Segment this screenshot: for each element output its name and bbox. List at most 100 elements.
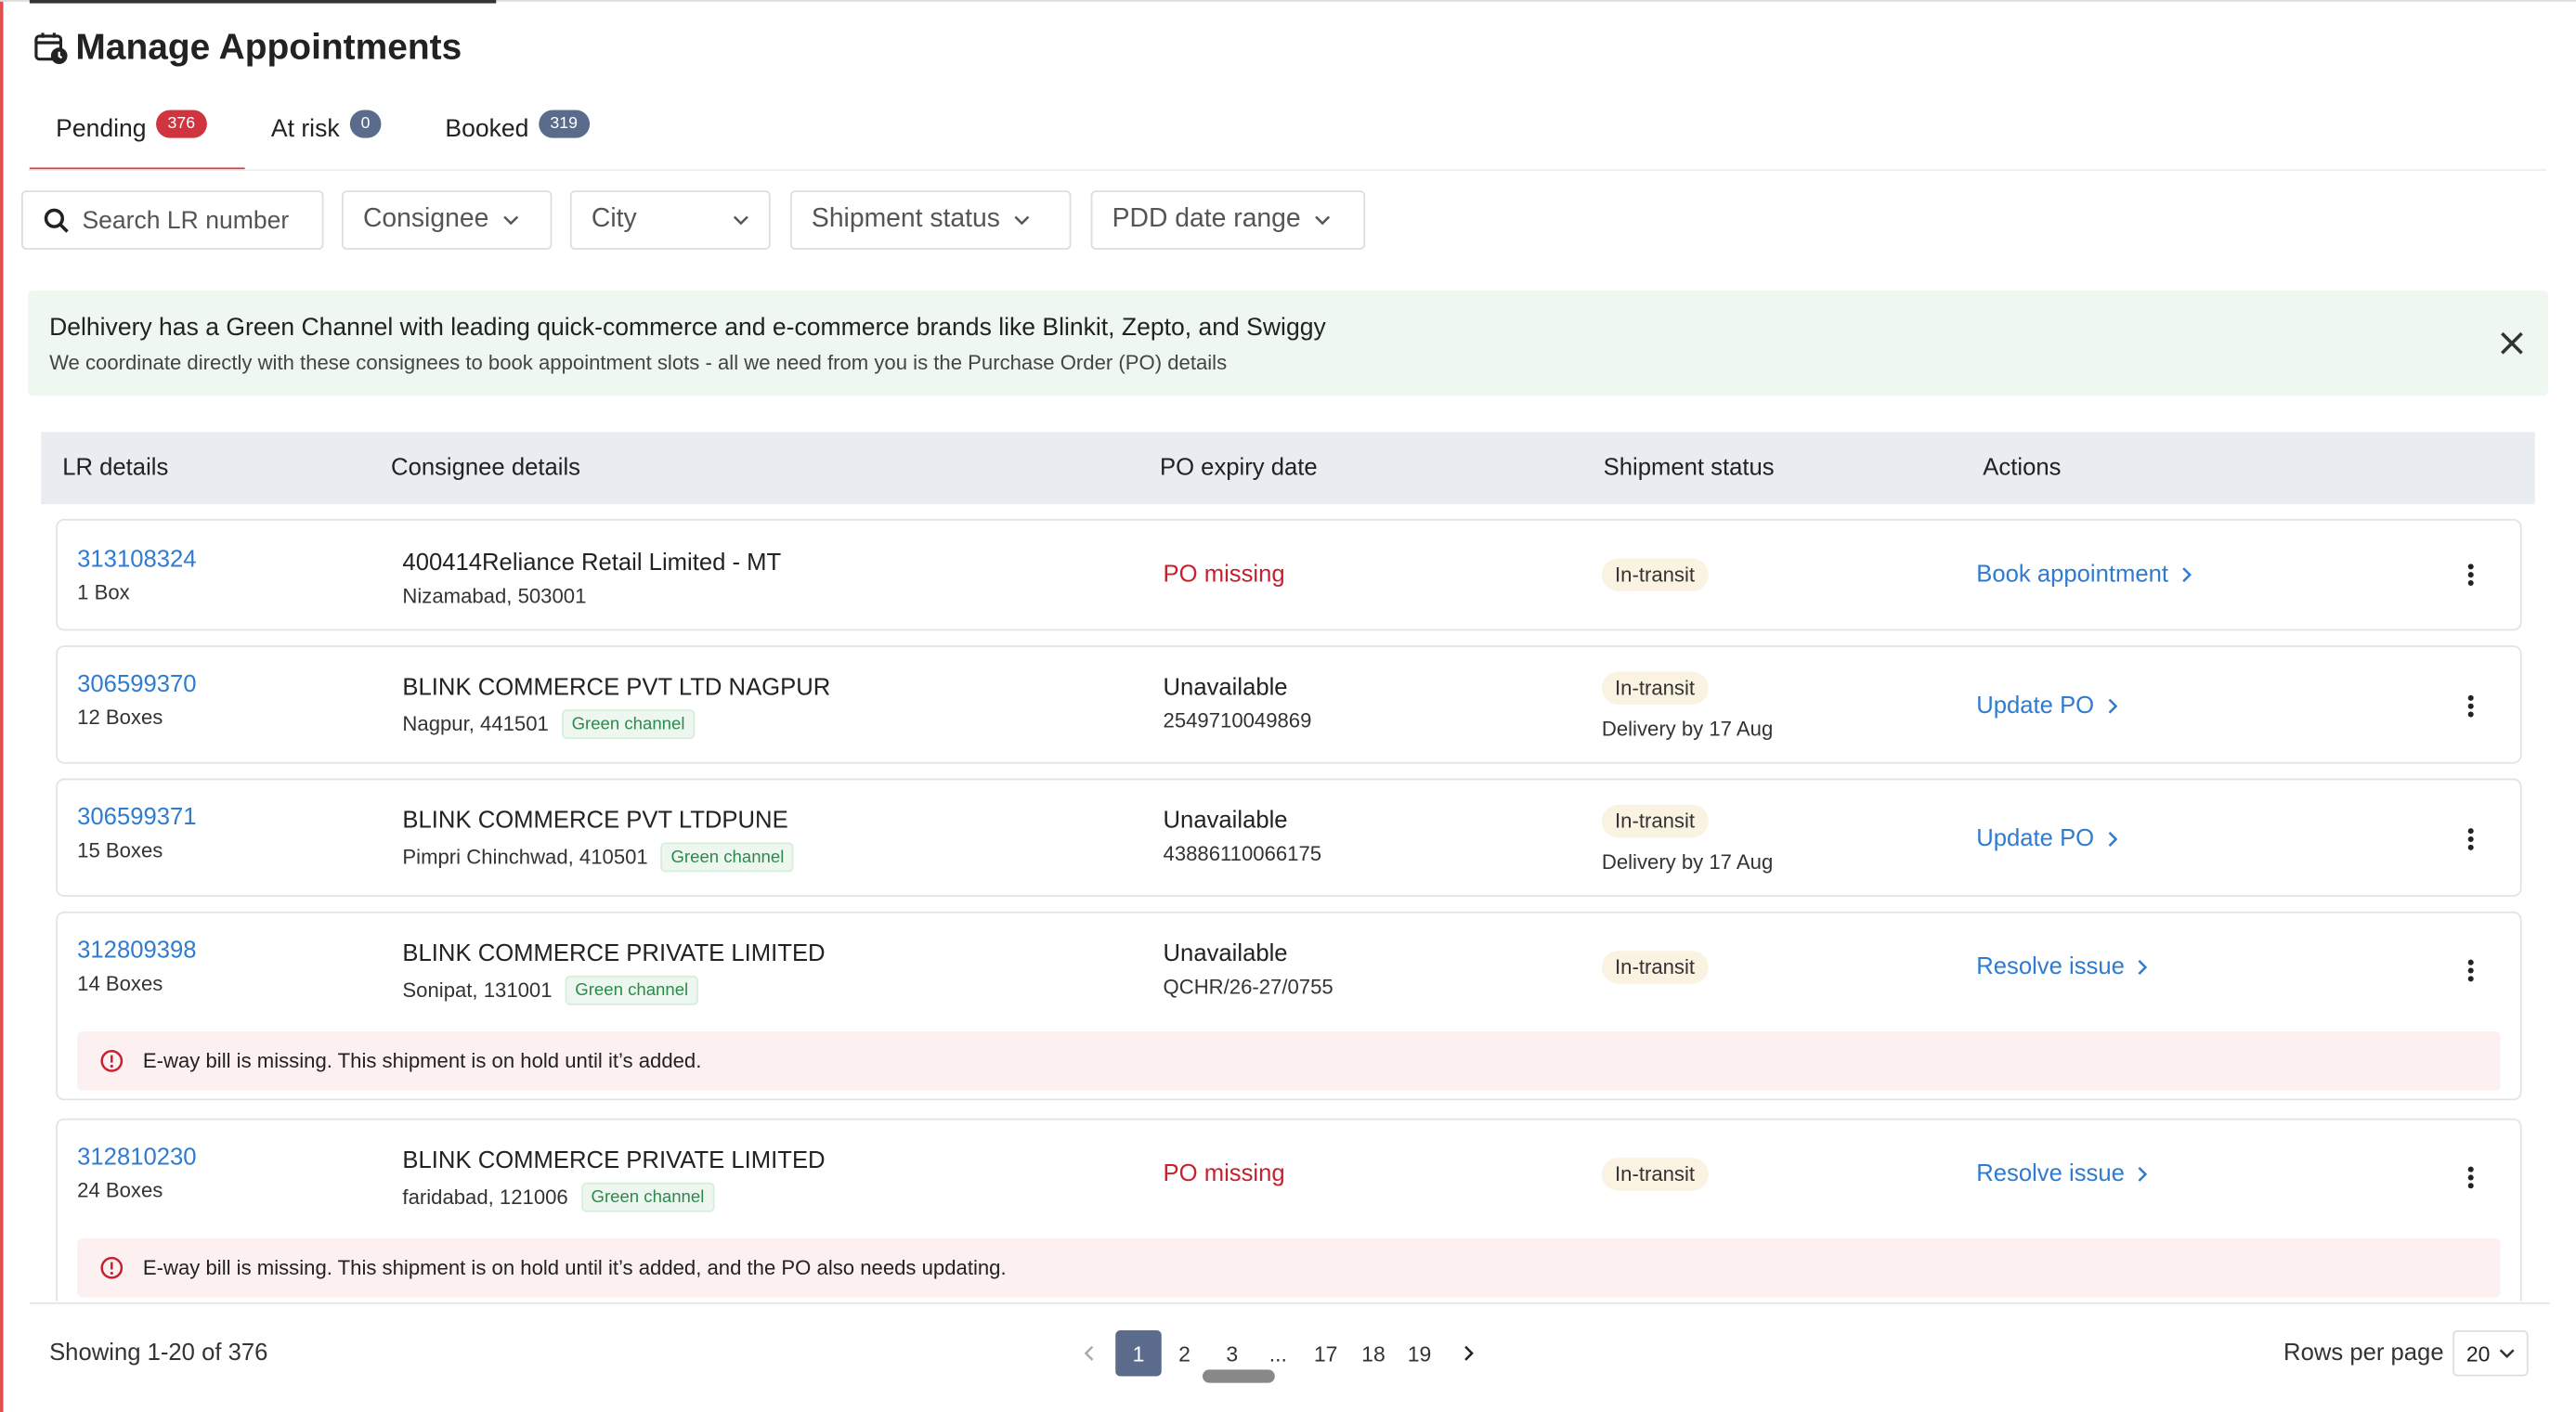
status-cell: In-transit Delivery by 17 Aug — [1601, 804, 1773, 874]
chevron-right — [1464, 1345, 1473, 1361]
alert-box: E-way bill is missing. This shipment is … — [77, 1237, 2501, 1298]
tab-label: At risk — [270, 114, 340, 143]
page-number[interactable]: 2 — [1178, 1341, 1190, 1367]
lr-number[interactable]: 313108324 — [77, 547, 197, 574]
chevron-right — [2138, 960, 2148, 975]
chevron-down — [2499, 1348, 2515, 1358]
top-indicator — [29, 0, 497, 4]
page-title: Manage Appointments — [75, 26, 462, 68]
more-menu — [2467, 1166, 2474, 1189]
table-row: 313108324 1 Box 400414Reliance Retail Limi… — [56, 519, 2522, 631]
prev-page[interactable] — [1064, 1330, 1111, 1377]
tab-count: 376 — [156, 110, 207, 138]
po-number: 2549710049869 — [1163, 709, 1312, 733]
status-cell: In-transit — [1601, 558, 1709, 591]
po-number: QCHR/26-27/0755 — [1163, 975, 1334, 999]
showing-text: Showing 1-20 of 376 — [49, 1340, 268, 1367]
lr-cell: 312809398 14 Boxes — [77, 938, 196, 995]
search-icon — [44, 208, 69, 233]
status-cell: In-transit Delivery by 17 Aug — [1601, 671, 1773, 741]
column-header: PO expiry date — [1159, 455, 1318, 482]
tab[interactable]: Booked 319 — [445, 110, 590, 143]
filter-label: Shipment status — [811, 205, 1000, 234]
table-row: 312809398 14 Boxes BLINK COMMERCE PRIVATE … — [56, 911, 2522, 1101]
tab-divider — [29, 169, 2547, 171]
table-row: 306599371 15 Boxes BLINK COMMERCE PVT LTDP… — [56, 778, 2522, 897]
chevron-right — [2108, 698, 2117, 714]
footer-divider — [29, 1302, 2550, 1304]
po-status: Unavailable — [1163, 808, 1288, 835]
action-label: Book appointment — [1976, 562, 2169, 589]
po-status: Unavailable — [1163, 675, 1288, 702]
lr-number[interactable]: 312809398 — [77, 938, 197, 965]
tab-label: Booked — [445, 114, 529, 143]
lr-number[interactable]: 306599371 — [77, 804, 197, 832]
edge — [0, 0, 4, 1412]
lr-number[interactable]: 306599370 — [77, 671, 197, 698]
chevron-down — [502, 214, 518, 225]
filter-dropdown[interactable]: City — [569, 190, 771, 250]
action-link[interactable]: Update PO — [1976, 693, 2118, 719]
page-number[interactable]: ... — [1268, 1341, 1287, 1367]
action-link[interactable]: Book appointment — [1976, 562, 2192, 588]
filter-dropdown[interactable]: PDD date range — [1090, 190, 1366, 250]
action-link[interactable]: Update PO — [1976, 826, 2118, 852]
alert-box: E-way bill is missing. This shipment is … — [77, 1030, 2501, 1091]
lr-cell: 313108324 1 Box — [77, 547, 196, 604]
consignee-location: faridabad, 121006 — [402, 1185, 568, 1210]
column-header: LR details — [62, 455, 169, 482]
box-count: 24 Boxes — [77, 1179, 163, 1202]
table-row: 312810230 24 Boxes BLINK COMMERCE PRIVATE … — [56, 1118, 2522, 1302]
more-menu — [2467, 828, 2474, 850]
tab-label: Pending — [56, 114, 147, 143]
consignee-name: BLINK COMMERCE PVT LTD NAGPUR — [402, 675, 831, 702]
tab[interactable]: Pending 376 — [56, 110, 207, 143]
rows-per-page-select[interactable]: 20 — [2452, 1329, 2529, 1377]
filter-dropdown[interactable]: Consignee — [341, 190, 553, 250]
search-input[interactable]: Search LR number — [20, 190, 324, 250]
chevron-right — [2138, 1166, 2148, 1182]
banner-text: We coordinate directly with these consig… — [49, 351, 1228, 375]
consignee-location-row: Sonipat, 131001 Green channel — [402, 975, 825, 1005]
next-page[interactable] — [1446, 1330, 1492, 1377]
page-number[interactable]: 3 — [1226, 1341, 1239, 1367]
banner: Delhivery has a Green Channel with leadi… — [28, 291, 2548, 396]
shipment-status: In-transit — [1601, 804, 1709, 838]
page-number[interactable]: 1 — [1115, 1329, 1162, 1377]
filter-label: PDD date range — [1112, 205, 1301, 234]
status-cell: In-transit — [1601, 1158, 1709, 1191]
po-cell: Unavailable QCHR/26-27/0755 — [1164, 941, 1334, 999]
consignee-location: Nizamabad, 503001 — [402, 584, 587, 608]
consignee-name: BLINK COMMERCE PRIVATE LIMITED — [402, 940, 826, 967]
alert-icon — [100, 1049, 124, 1072]
tab-count: 319 — [539, 110, 590, 138]
shipment-status: In-transit — [1601, 1158, 1709, 1191]
scrollbar — [1202, 1369, 1275, 1383]
lr-number[interactable]: 312810230 — [77, 1145, 197, 1172]
consignee-location-row: Nagpur, 441501 Green channel — [402, 709, 830, 740]
green-channel-tag: Green channel — [565, 975, 698, 1005]
tab[interactable]: At risk 0 — [270, 110, 382, 143]
action-label: Update PO — [1976, 825, 2095, 853]
chevron-down — [733, 214, 748, 225]
action-link[interactable]: Resolve issue — [1976, 1161, 2149, 1187]
action-link[interactable]: Resolve issue — [1976, 954, 2149, 980]
alert-text: E-way bill is missing. This shipment is … — [142, 1256, 1007, 1280]
page-number[interactable]: 18 — [1361, 1341, 1386, 1367]
table-row: 306599370 12 Boxes BLINK COMMERCE PVT LTD … — [56, 645, 2522, 764]
consignee-name: 400414Reliance Retail Limited - MT — [402, 550, 782, 576]
consignee-cell: BLINK COMMERCE PVT LTD NAGPUR Nagpur, 441… — [402, 675, 831, 740]
tab-underline — [29, 167, 245, 171]
action-label: Update PO — [1976, 693, 2095, 719]
po-cell: PO missing — [1164, 1161, 1285, 1187]
page-number[interactable]: 17 — [1313, 1341, 1338, 1367]
close-button[interactable] — [2501, 331, 2524, 355]
consignee-cell: BLINK COMMERCE PVT LTDPUNE Pimpri Chinchw… — [402, 808, 794, 873]
chevron-right — [2182, 567, 2192, 583]
more-menu — [2467, 694, 2474, 718]
banner-title: Delhivery has a Green Channel with leadi… — [49, 313, 1326, 342]
page-number[interactable]: 19 — [1407, 1341, 1432, 1367]
filter-dropdown[interactable]: Shipment status — [789, 190, 1072, 250]
consignee-location-row: faridabad, 121006 Green channel — [402, 1182, 825, 1212]
chevron-down — [1013, 214, 1029, 225]
